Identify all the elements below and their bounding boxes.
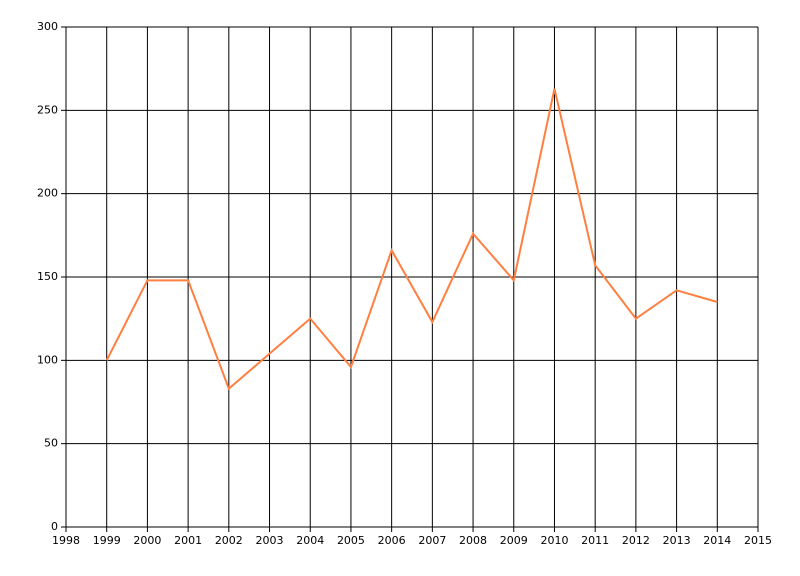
y-tick-label: 150 (37, 270, 58, 283)
x-tick-label: 2014 (703, 534, 731, 547)
y-tick-label: 300 (37, 20, 58, 33)
y-tick-label: 200 (37, 187, 58, 200)
x-tick-label: 2002 (215, 534, 243, 547)
x-tick-label: 2001 (174, 534, 202, 547)
x-tick-label: 2005 (337, 534, 365, 547)
x-tick-label: 2006 (378, 534, 406, 547)
x-tick-label: 2003 (256, 534, 284, 547)
x-tick-label: 1998 (52, 534, 80, 547)
x-tick-label: 2004 (296, 534, 324, 547)
x-tick-label: 2009 (500, 534, 528, 547)
y-tick-label: 50 (44, 437, 58, 450)
x-tick-label: 1999 (93, 534, 121, 547)
x-tick-label: 2008 (459, 534, 487, 547)
y-tick-label: 0 (51, 520, 58, 533)
x-tick-label: 2007 (418, 534, 446, 547)
data-line (105, 88, 718, 391)
x-tick-label: 2010 (540, 534, 568, 547)
y-tick-label: 100 (37, 353, 58, 366)
x-tick-label: 2012 (622, 534, 650, 547)
x-tick-label: 2000 (133, 534, 161, 547)
y-tick-label: 250 (37, 103, 58, 116)
x-tick-label: 2015 (744, 534, 772, 547)
x-tick-label: 2013 (663, 534, 691, 547)
x-tick-label: 2011 (581, 534, 609, 547)
